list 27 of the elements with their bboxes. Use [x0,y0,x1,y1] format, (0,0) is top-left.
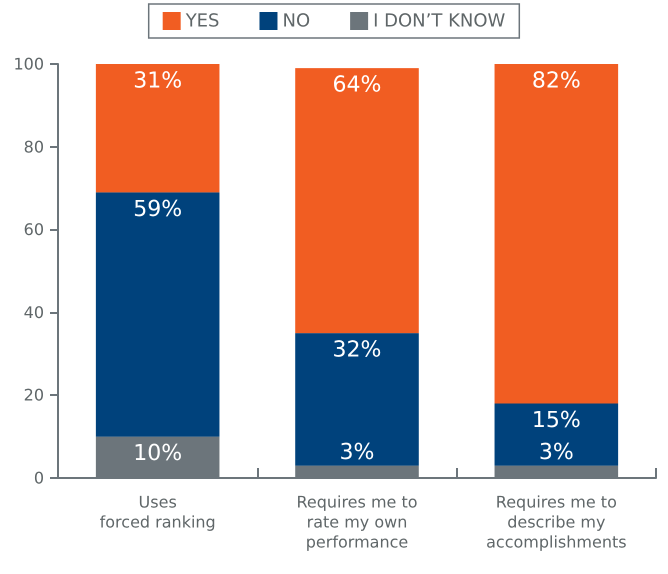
y-tick-label: 40 [24,302,44,322]
y-tick-label: 100 [13,54,44,74]
x-tick-label: Requires me to describe my accomplishments [486,492,627,552]
bar [295,333,419,466]
bar [494,64,618,404]
x-tick-label: Uses forced ranking [100,492,216,532]
legend-label: NO [282,10,310,32]
data-label: 59% [133,196,182,222]
data-label: 15% [532,408,581,433]
bar [295,68,419,334]
y-tick-label: 60 [24,220,44,240]
y-tick-label: 80 [24,137,44,156]
y-tick-label: 20 [24,386,44,405]
data-label: 3% [340,440,374,466]
data-label: 3% [538,440,574,466]
data-label: 32% [332,338,382,363]
legend-label: YES [184,10,220,32]
legend-label: I DON’T KNOW [373,10,506,32]
y-tick-label: 0 [34,468,44,488]
data-label: 82% [532,68,581,94]
x-tick-label: Requires me to rate my own performance [296,492,418,552]
data-label: 10% [133,441,182,466]
bar [494,403,618,466]
bar [96,192,220,437]
data-label: 64% [332,72,382,98]
bar [96,64,220,192]
data-label: 31% [133,68,182,94]
